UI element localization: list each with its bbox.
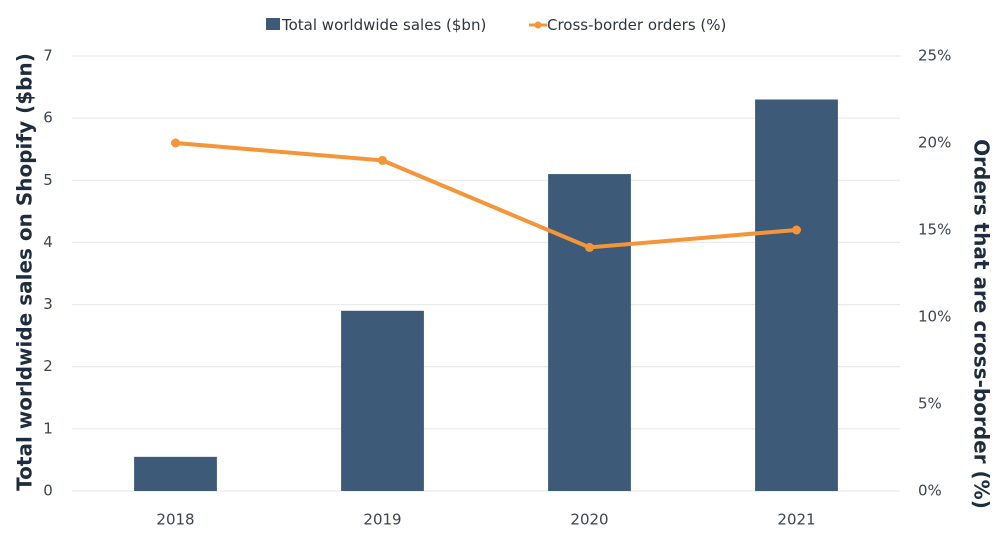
cross-border-line	[175, 141, 797, 250]
gridlines	[72, 55, 900, 492]
right-tick-label: 20%	[918, 134, 951, 152]
right-tick-label: 15%	[918, 221, 951, 239]
left-tick-label: 5	[43, 171, 53, 189]
x-tick-label: 2019	[363, 511, 401, 529]
right-axis-title: Orders that are cross-border (%)	[970, 139, 994, 509]
line-point-2021	[792, 225, 801, 235]
bar-series	[134, 99, 838, 492]
left-axis-ticks: 0 1 2 3 4 5 6 7	[43, 47, 53, 500]
bar-2018	[134, 456, 217, 491]
right-tick-label: 5%	[918, 395, 942, 413]
line-point-2020	[585, 242, 594, 252]
legend: Total worldwide sales ($bn) Cross-border…	[266, 16, 726, 34]
legend-swatch-marker	[534, 21, 542, 29]
right-tick-label: 0%	[918, 482, 942, 500]
left-tick-label: 1	[43, 419, 53, 437]
left-axis-title: Total worldwide sales on Shopify ($bn)	[13, 53, 37, 491]
left-tick-label: 7	[43, 47, 53, 65]
left-tick-label: 3	[43, 295, 53, 313]
bar-2019	[341, 310, 424, 491]
x-tick-label: 2021	[777, 511, 815, 529]
bar-2020	[548, 174, 631, 492]
legend-label-sales: Total worldwide sales ($bn)	[281, 16, 486, 34]
left-tick-label: 6	[43, 109, 53, 127]
left-tick-label: 0	[43, 482, 53, 500]
line-point-2018	[171, 138, 180, 148]
right-tick-label: 10%	[918, 308, 951, 326]
line-point-2019	[378, 155, 387, 165]
legend-swatch-bar	[266, 18, 280, 30]
x-tick-label: 2020	[570, 511, 608, 529]
left-tick-label: 4	[43, 233, 53, 251]
bar-2021	[755, 99, 838, 491]
left-tick-label: 2	[43, 357, 53, 375]
right-tick-label: 25%	[918, 47, 951, 65]
line-series	[171, 138, 801, 252]
x-tick-label: 2018	[156, 511, 194, 529]
right-axis-ticks: 0% 5% 10% 15% 20% 25%	[918, 47, 951, 500]
legend-label-crossborder: Cross-border orders (%)	[547, 16, 726, 34]
x-axis-ticks: 2018 2019 2020 2021	[156, 511, 815, 529]
